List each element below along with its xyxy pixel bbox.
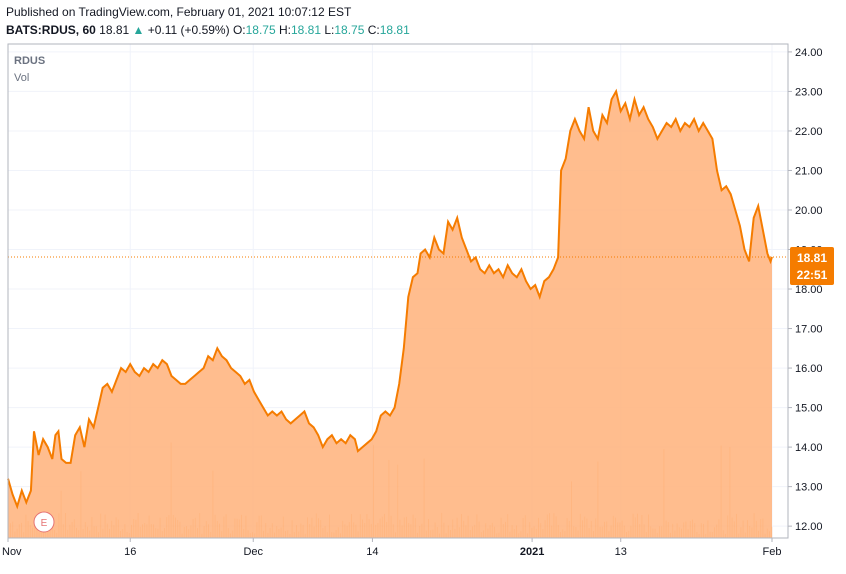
price-axis[interactable]: 24.0023.0022.0021.0020.0019.0018.0017.00… [788, 47, 823, 533]
low-label: L: [324, 23, 335, 37]
legend-volume: Vol [14, 72, 29, 84]
y-tick-label: 13.00 [795, 482, 823, 494]
badge-countdown: 22:51 [797, 268, 828, 282]
open-label: O: [232, 23, 246, 37]
earnings-letter: E [41, 518, 48, 529]
y-tick-label: 17.00 [795, 324, 823, 336]
y-tick-label: 15.00 [795, 403, 823, 415]
published-info: Published on TradingView.com, February 0… [6, 5, 352, 19]
last-price-badge: 18.81 22:51 [790, 247, 834, 285]
close-value: 18.81 [379, 23, 410, 37]
price-change: +0.11 (+0.59%) [147, 23, 230, 37]
high-value: 18.81 [290, 23, 322, 37]
up-arrow-icon: ▲ [132, 23, 145, 37]
x-tick-label: 2021 [520, 546, 544, 558]
low-value: 18.75 [334, 23, 365, 37]
y-tick-label: 21.00 [795, 165, 823, 177]
symbol-label: BATS:RDUS, 60 [6, 23, 96, 37]
y-tick-label: 23.00 [795, 86, 823, 98]
y-tick-label: 22.00 [795, 126, 823, 138]
x-tick-label: Dec [243, 546, 263, 558]
x-tick-label: 14 [366, 546, 378, 558]
time-axis[interactable]: Nov 16 Dec 14 2021 13 Feb [2, 538, 781, 558]
y-tick-label: 20.00 [795, 205, 823, 217]
y-tick-label: 24.00 [795, 47, 823, 59]
quote-line: BATS:RDUS, 60 18.81 ▲ +0.11 (+0.59%) O:1… [6, 23, 410, 37]
y-tick-label: 12.00 [795, 521, 823, 533]
y-tick-label: 18.00 [795, 284, 823, 296]
x-tick-label: 13 [615, 546, 627, 558]
price-area [8, 91, 772, 539]
x-tick-label: Feb [763, 546, 782, 558]
close-label: C: [367, 23, 380, 37]
badge-price: 18.81 [797, 251, 827, 265]
open-value: 18.75 [245, 23, 276, 37]
legend-symbol: RDUS [14, 55, 45, 67]
y-tick-label: 14.00 [795, 442, 823, 454]
last-price: 18.81 [99, 23, 130, 37]
chart-frame [7, 43, 789, 539]
high-label: H: [278, 23, 291, 37]
x-tick-label: Nov [2, 546, 22, 558]
price-line [7, 88, 773, 510]
y-tick-label: 16.00 [795, 363, 823, 375]
earnings-marker[interactable]: E [33, 511, 55, 533]
x-tick-label: 16 [124, 546, 136, 558]
